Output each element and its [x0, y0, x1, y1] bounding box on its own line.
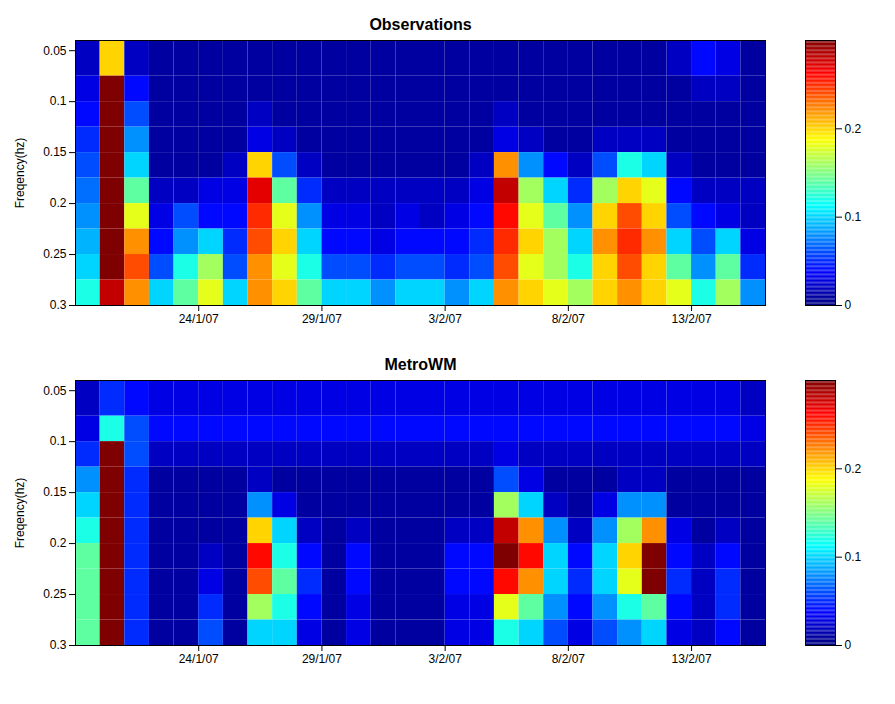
svg-text:0.2: 0.2: [50, 536, 67, 550]
svg-text:13/2/07: 13/2/07: [672, 652, 712, 666]
svg-text:0.2: 0.2: [845, 462, 862, 476]
svg-text:0.1: 0.1: [50, 94, 67, 108]
svg-text:Observations: Observations: [369, 16, 471, 33]
svg-text:0.1: 0.1: [845, 210, 862, 224]
svg-text:29/1/07: 29/1/07: [302, 652, 342, 666]
svg-text:0.3: 0.3: [50, 298, 67, 312]
svg-text:0.3: 0.3: [50, 638, 67, 652]
svg-text:Freqency(hz): Freqency(hz): [13, 478, 27, 549]
svg-text:13/2/07: 13/2/07: [672, 312, 712, 326]
svg-text:0.05: 0.05: [43, 384, 67, 398]
svg-text:0.1: 0.1: [845, 550, 862, 564]
svg-text:0.25: 0.25: [43, 247, 67, 261]
svg-text:0.2: 0.2: [50, 196, 67, 210]
svg-text:0: 0: [845, 298, 852, 312]
svg-text:0.1: 0.1: [50, 434, 67, 448]
svg-text:8/2/07: 8/2/07: [552, 652, 586, 666]
svg-text:MetroWM: MetroWM: [385, 356, 457, 373]
svg-text:24/1/07: 24/1/07: [179, 652, 219, 666]
svg-text:24/1/07: 24/1/07: [179, 312, 219, 326]
svg-text:0.15: 0.15: [43, 485, 67, 499]
svg-text:0.05: 0.05: [43, 44, 67, 58]
svg-text:0.25: 0.25: [43, 587, 67, 601]
svg-text:29/1/07: 29/1/07: [302, 312, 342, 326]
svg-text:Freqency(hz): Freqency(hz): [13, 138, 27, 209]
svg-text:8/2/07: 8/2/07: [552, 312, 586, 326]
svg-text:3/2/07: 3/2/07: [428, 312, 462, 326]
svg-text:0.2: 0.2: [845, 122, 862, 136]
svg-text:0.15: 0.15: [43, 145, 67, 159]
svg-text:3/2/07: 3/2/07: [428, 652, 462, 666]
svg-text:0: 0: [845, 638, 852, 652]
